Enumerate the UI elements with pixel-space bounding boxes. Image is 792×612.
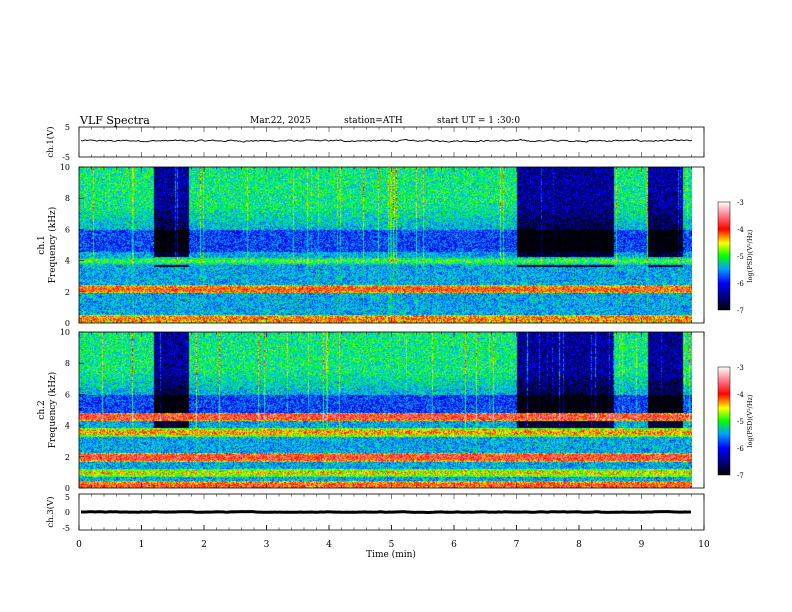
ch1-cb-tick-m4: -4 xyxy=(737,226,744,234)
ch2-cb-tick-m3: -3 xyxy=(737,364,744,372)
frequency-tick-label: 0 xyxy=(65,319,70,328)
frequency-tick-label: 8 xyxy=(65,359,70,368)
x-tick-label: 4 xyxy=(326,540,332,550)
frequency-tick-label: 0 xyxy=(65,484,70,493)
station-label: station=ATH xyxy=(344,116,403,126)
frequency-tick-label: 4 xyxy=(65,422,70,431)
frequency-tick-label: 10 xyxy=(60,163,70,172)
frequency-tick-label: 2 xyxy=(65,288,70,297)
ch3-ytick-top: 5 xyxy=(65,493,70,502)
x-tick-label: 5 xyxy=(389,540,395,550)
ch1-cb-tick-m3: -3 xyxy=(737,199,744,207)
frequency-tick-label: 6 xyxy=(65,390,70,399)
frequency-tick-label: 4 xyxy=(65,257,70,266)
time-axis-label: Time (min) xyxy=(366,549,416,560)
ch1-colorbar-frame xyxy=(717,201,731,311)
ch2-cb-tick-m6: -6 xyxy=(737,445,744,453)
ch2-spectrogram-panel: ch.2 Frequency (kHz) 0 2 4 6 8 10 xyxy=(37,328,705,493)
ch1-waveform-line xyxy=(80,138,693,143)
x-tick-label: 0 xyxy=(76,540,82,550)
x-tick-label: 7 xyxy=(514,540,520,550)
ch3-waveform-line xyxy=(80,510,691,514)
x-tick-label: 10 xyxy=(698,540,710,550)
time-axis-ticks: 0 1 2 3 4 5 6 7 8 9 10 xyxy=(76,525,710,550)
x-tick-label: 3 xyxy=(264,540,270,550)
ch2-cb-tick-m7: -7 xyxy=(737,472,744,480)
ch1-waveform-panel: ch.1(V) 5 -5 xyxy=(45,123,705,162)
x-tick-label: 2 xyxy=(201,540,207,550)
ch1-spectrogram-panel: ch.1 Frequency (kHz) 0 2 4 6 8 10 xyxy=(37,163,705,328)
ch1-channel-label: ch.1 xyxy=(37,235,47,254)
ch1-spectrogram-canvas-holder xyxy=(79,167,692,323)
ch2-cb-tick-m5: -5 xyxy=(737,418,744,426)
ch3-ytick-bottom: -5 xyxy=(62,524,70,533)
ch2-colorbar-label: log(PSD)(V²/Hz) xyxy=(746,394,754,447)
ch3-waveform-ylabel: ch.3(V) xyxy=(45,496,56,527)
x-tick-label: 6 xyxy=(451,540,457,550)
ch3-ytick-middle: 0 xyxy=(65,508,70,517)
figure-title: VLF Spectra xyxy=(79,114,150,127)
x-tick-label: 1 xyxy=(139,540,145,550)
ch2-spectrogram-image xyxy=(79,332,692,488)
ch2-colorbar: -3 -4 -5 -6 -7 log(PSD)(V²/Hz) xyxy=(717,364,754,480)
date-label: Mar.22, 2025 xyxy=(250,116,311,126)
frequency-tick-label: 2 xyxy=(65,453,70,462)
ch2-colorbar-frame xyxy=(717,366,731,476)
ch2-frequency-ylabel: Frequency (kHz) xyxy=(47,372,58,449)
ch1-frequency-ylabel: Frequency (kHz) xyxy=(47,207,58,284)
ch1-spectrogram-yticks: 0 2 4 6 8 10 xyxy=(60,163,84,328)
ch1-colorbar-gradient xyxy=(718,202,730,310)
ch1-ytick-bottom: -5 xyxy=(62,153,70,162)
ch1-waveform-ylabel: ch.1(V) xyxy=(45,126,56,157)
ch1-colorbar-label: log(PSD)(V²/Hz) xyxy=(746,229,754,282)
ch1-cb-tick-m5: -5 xyxy=(737,253,744,261)
ch1-cb-tick-m6: -6 xyxy=(737,280,744,288)
ch1-cb-tick-m7: -7 xyxy=(737,307,744,315)
frequency-tick-label: 8 xyxy=(65,194,70,203)
ch1-ytick-top: 5 xyxy=(65,123,70,132)
ch2-spectrogram-canvas-holder xyxy=(79,332,692,488)
start-time-label: start UT = 1 :30:0 xyxy=(437,116,520,126)
ch2-colorbar-gradient xyxy=(718,367,730,475)
ch1-colorbar: -3 -4 -5 -6 -7 log(PSD)(V²/Hz) xyxy=(717,199,754,315)
x-tick-label: 9 xyxy=(639,540,645,550)
ch3-waveform-panel: ch.3(V) 5 0 -5 0 1 2 3 4 5 6 7 8 9 10 Time (min) xyxy=(45,493,710,560)
ch2-channel-label: ch.2 xyxy=(37,400,47,419)
ch1-spectrogram-image xyxy=(79,167,692,323)
x-tick-label: 8 xyxy=(576,540,582,550)
ch2-spectrogram-yticks: 0 2 4 6 8 10 xyxy=(60,328,84,493)
ch2-cb-tick-m4: -4 xyxy=(737,391,744,399)
frequency-tick-label: 6 xyxy=(65,225,70,234)
frequency-tick-label: 10 xyxy=(60,328,70,337)
